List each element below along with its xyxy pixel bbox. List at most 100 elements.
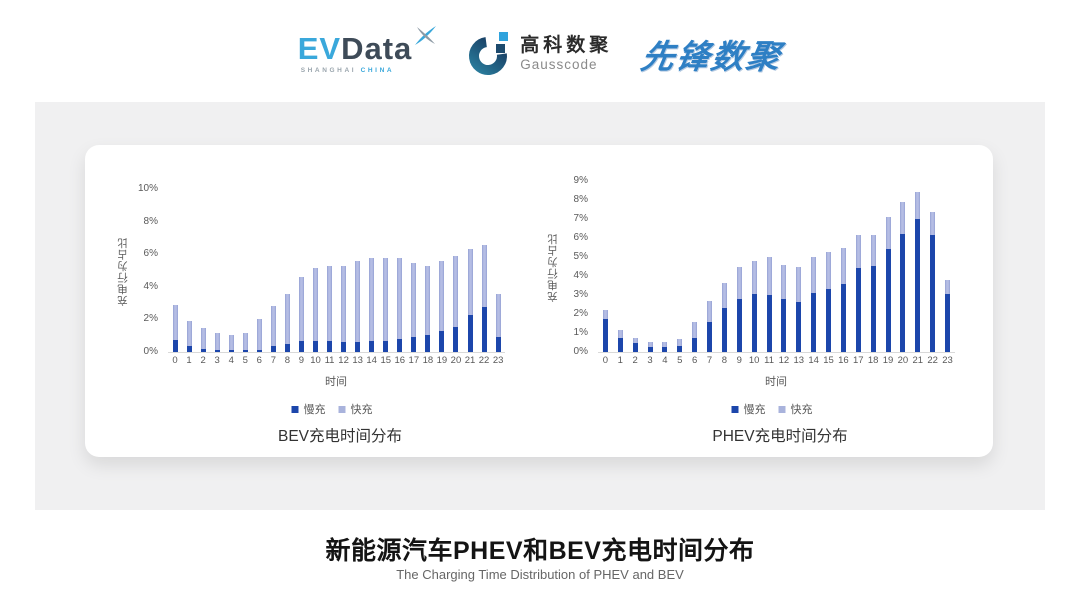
fast-charge-segment (341, 266, 347, 343)
fast-charge-segment (885, 217, 891, 250)
legend-item-fast: 快充 (778, 401, 813, 417)
slow-charge-segment (270, 346, 276, 352)
evdata-shanghai-text: SHANGHAI (300, 67, 357, 75)
y-tick-label: 2% (143, 313, 158, 325)
y-tick-label: 10% (137, 183, 158, 194)
fast-charge-segment (662, 342, 668, 348)
main-title: 新能源汽车PHEV和BEV充电时间分布 (325, 537, 755, 565)
bar-slot (294, 190, 308, 352)
fast-charge-segment (840, 247, 846, 284)
x-tick-label: 16 (394, 355, 406, 366)
x-tick-label: 15 (823, 355, 834, 366)
x-tick-label: 4 (662, 355, 668, 366)
stacked-bar-hour-13 (796, 267, 802, 352)
fast-charge-segment (397, 257, 403, 339)
legend-label: 快充 (790, 404, 813, 416)
phev-chart: 充电行为占比 0% 1% 2% 3% 4% 5% 6% 7% 8% 9% 0 1 2 3 4 5 6 7 8 9 10… (85, 145, 993, 457)
slow-charge-segment (341, 342, 347, 352)
legend-label: 慢充 (303, 404, 326, 416)
fast-charge-segment (383, 258, 389, 341)
fast-charge-segment (298, 277, 304, 341)
y-tick-label: 4% (573, 270, 588, 281)
legend-item-slow: 慢充 (731, 401, 766, 417)
slow-charge-segment (826, 289, 832, 352)
stacked-bar-hour-14 (811, 257, 817, 352)
x-tick-label: 1 (186, 355, 192, 366)
bar-slot (613, 182, 628, 352)
fast-charge-segment (228, 334, 234, 351)
x-tick-label: 6 (692, 355, 698, 366)
stacked-bar-hour-21 (915, 192, 921, 352)
slow-charge-segment (677, 346, 683, 352)
fast-charge-segment (355, 260, 361, 343)
x-tick-label: 23 (492, 355, 504, 366)
evdata-ev-text: EV (297, 31, 342, 67)
fast-charge-segment (900, 201, 906, 235)
stacked-bar-hour-15 (826, 252, 832, 352)
x-tick-label: 13 (352, 355, 363, 366)
slow-charge-segment (930, 235, 936, 352)
x-tick-label: 12 (778, 355, 790, 366)
stacked-bar-hour-20 (900, 201, 906, 352)
bar-slot (791, 182, 806, 352)
slow-charge-segment (355, 342, 361, 352)
gausscode-text: 高科数聚 Gausscode (520, 35, 612, 72)
fast-charge-segment (870, 235, 876, 266)
y-tick-label: 2% (573, 308, 588, 319)
chart-card: 充电行为占比 0% 2% 4% 6% 8% 10% 0 1 2 3 4 5 6 7 8 9 10 11 12 13 1… (85, 145, 993, 457)
stacked-bar-hour-20 (453, 255, 459, 352)
bar-slot (896, 182, 911, 352)
stacked-bar-hour-7 (270, 306, 276, 352)
slow-charge-segment (751, 294, 757, 352)
x-tick-label: 10 (310, 355, 321, 366)
x-tick-label: 14 (366, 355, 377, 366)
fast-charge-segment (796, 267, 802, 302)
phev-x-axis-ticks: 0 1 2 3 4 5 6 7 8 9 10 11 12 13 14 15 16 17 18 19 20 21 22 23 (598, 355, 955, 367)
slow-charge-segment (602, 318, 608, 352)
bar-slot (628, 182, 643, 352)
stacked-bar-hour-1 (617, 330, 623, 352)
bar-slot (252, 190, 266, 352)
bar-slot (491, 190, 505, 352)
bar-slot (702, 182, 717, 352)
phev-y-axis-ticks: 0% 1% 2% 3% 4% 5% 6% 7% 8% 9% (85, 145, 588, 457)
legend-item-fast: 快充 (338, 401, 373, 417)
x-tick-label: 3 (214, 355, 220, 366)
xianfeng-text: 先锋数聚 (638, 38, 786, 75)
slow-charge-segment (736, 298, 742, 352)
bar-slot (308, 190, 322, 352)
slow-charge-segment (214, 350, 220, 352)
fast-charge-segment (766, 257, 772, 295)
fast-charge-segment (172, 304, 178, 340)
fast-charge-segment (481, 245, 487, 308)
fast-charge-segment (467, 248, 473, 315)
stacked-bar-hour-16 (840, 247, 846, 352)
fast-charge-segment (707, 300, 713, 322)
legend-label: 快充 (350, 404, 373, 416)
stacked-bar-hour-23 (495, 294, 501, 352)
slow-charge-segment (945, 294, 951, 352)
legend-swatch-icon (778, 405, 786, 413)
bar-slot (266, 190, 280, 352)
fast-charge-segment (369, 258, 375, 342)
stacked-bar-hour-19 (439, 260, 445, 352)
stacked-bar-hour-18 (425, 265, 431, 352)
stacked-bar-hour-18 (870, 235, 876, 352)
stacked-bar-hour-22 (481, 245, 487, 352)
x-tick-label: 1 (617, 355, 623, 366)
stacked-bar-hour-5 (677, 338, 683, 352)
x-tick-label: 20 (450, 355, 462, 366)
fast-charge-segment (915, 192, 921, 219)
bar-slot (672, 182, 687, 352)
gausscode-icon (469, 32, 509, 75)
bar-slot (182, 190, 196, 352)
bar-slot (866, 182, 881, 352)
stacked-bar-hour-10 (312, 268, 318, 352)
fast-charge-segment (242, 332, 248, 351)
fast-charge-segment (270, 306, 276, 347)
x-tick-label: 9 (298, 355, 305, 366)
x-tick-label: 0 (172, 355, 178, 366)
evdata-china-text: CHINA (360, 67, 395, 75)
fast-charge-segment (602, 310, 608, 319)
bar-slot (379, 190, 393, 352)
